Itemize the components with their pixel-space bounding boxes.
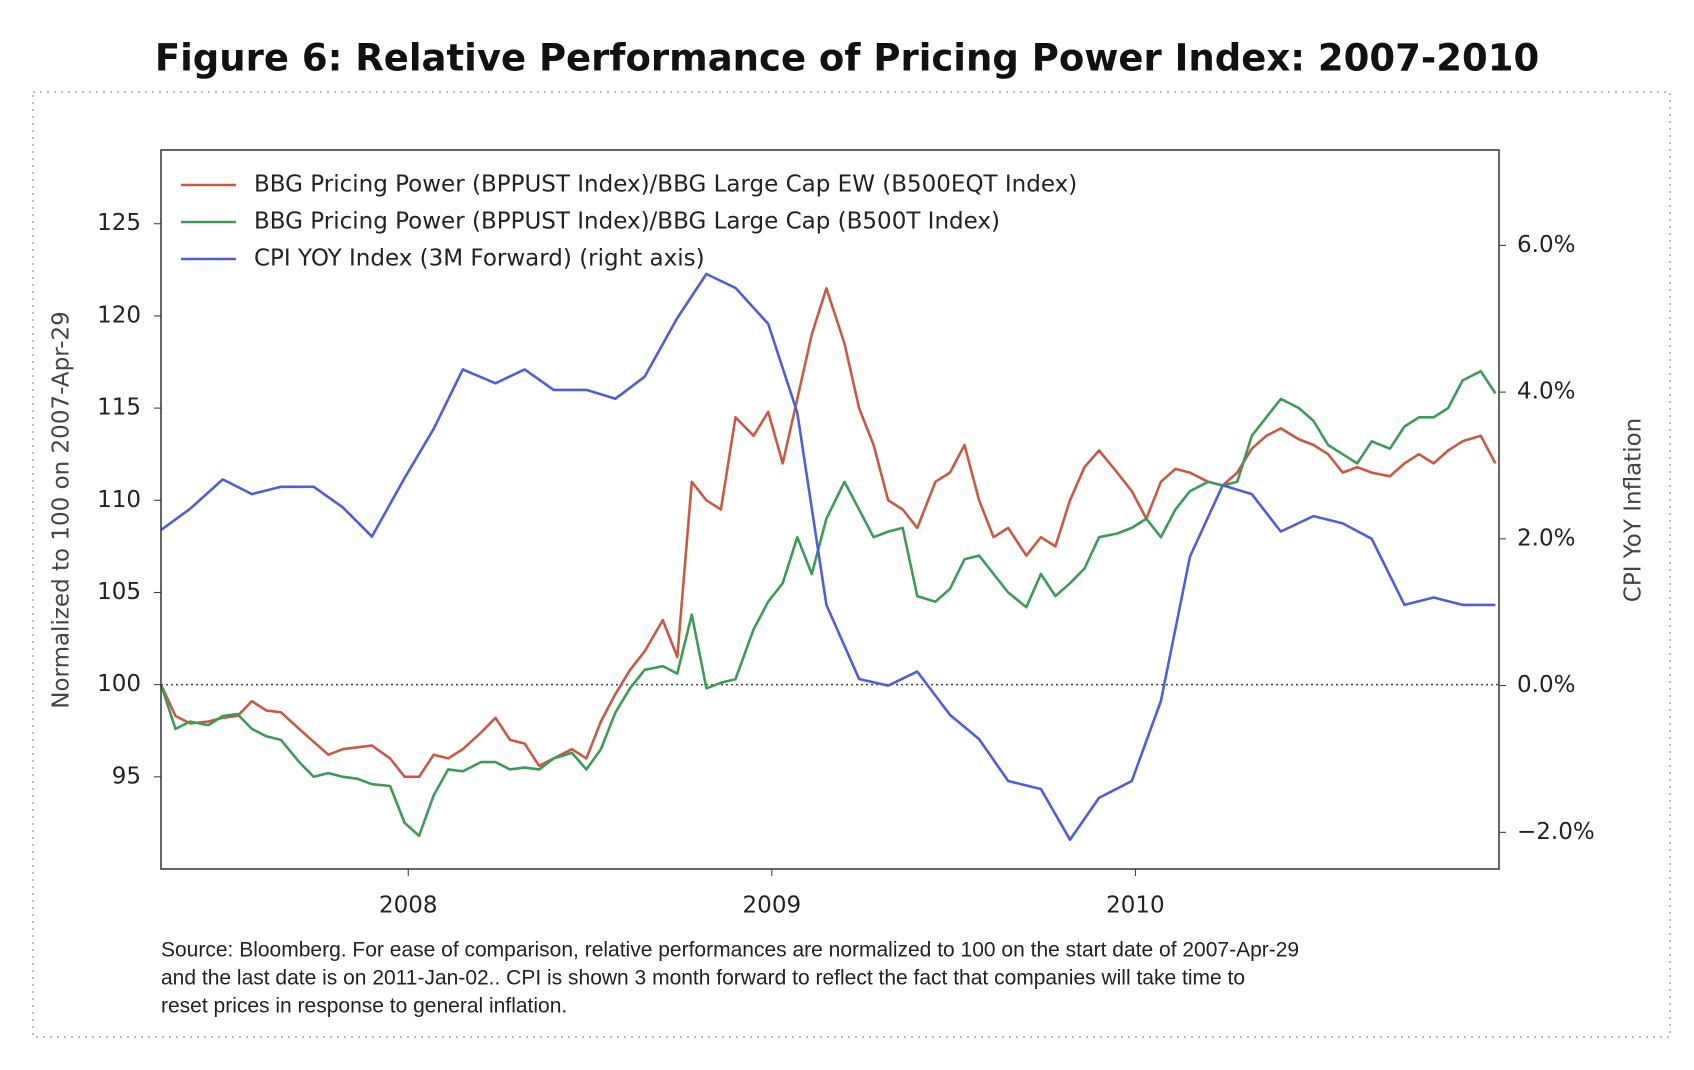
y-tick-label: 95 bbox=[112, 763, 141, 789]
plot-frame bbox=[160, 149, 1500, 870]
y2-tick-label: 4.0% bbox=[1517, 379, 1575, 405]
y-tick-label: 105 bbox=[97, 579, 141, 605]
y-tick-label: 115 bbox=[97, 395, 141, 421]
note-line: reset prices in response to general infl… bbox=[161, 995, 567, 1018]
y2-tick-label: −2.0% bbox=[1517, 819, 1595, 845]
legend-label: BBG Pricing Power (BPPUST Index)/BBG Lar… bbox=[254, 209, 1000, 235]
y2-tick-label: 0.0% bbox=[1517, 672, 1575, 698]
y-axis-label: Normalized to 100 on 2007-Apr-29 bbox=[49, 311, 75, 709]
series-line bbox=[159, 369, 1497, 838]
y-tick-label: 110 bbox=[97, 487, 141, 513]
chart-title: Figure 6: Relative Performance of Pricin… bbox=[155, 37, 1539, 80]
frame bbox=[32, 91, 1671, 1038]
x-tick-label: 2010 bbox=[1106, 893, 1165, 919]
y-tick-label: 125 bbox=[97, 210, 141, 236]
x-tick-label: 2009 bbox=[743, 893, 802, 919]
y2-tick-label: 2.0% bbox=[1517, 525, 1575, 551]
y-tick-label: 100 bbox=[97, 671, 141, 697]
series-line bbox=[160, 272, 1496, 841]
y-tick-label: 120 bbox=[97, 302, 141, 328]
legend-label: BBG Pricing Power (BPPUST Index)/BBG Lar… bbox=[254, 172, 1077, 198]
note-line: Source: Bloomberg. For ease of compariso… bbox=[161, 939, 1299, 962]
y2-tick-label: 6.0% bbox=[1517, 232, 1575, 258]
legend-label: CPI YOY Index (3M Forward) (right axis) bbox=[254, 246, 705, 272]
note: Source: Bloomberg. For ease of compariso… bbox=[161, 939, 1299, 1018]
y2-axis-label: CPI YoY Inflation bbox=[1621, 418, 1647, 602]
x-tick-label: 2008 bbox=[379, 893, 438, 919]
note-line: and the last date is on 2011-Jan-02.. CP… bbox=[161, 967, 1245, 990]
series-line bbox=[159, 287, 1497, 779]
